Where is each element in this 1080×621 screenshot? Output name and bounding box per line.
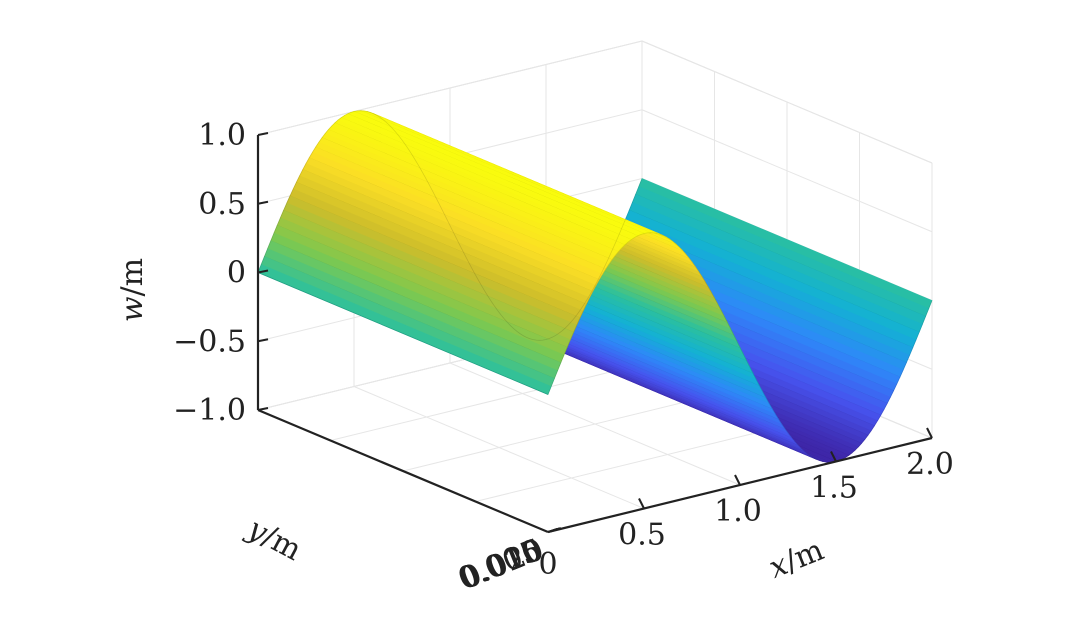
axis-lines — [256, 132, 933, 534]
y-tick-label: 0 — [538, 547, 557, 582]
z-tick-label: 0.5 — [198, 187, 246, 222]
z-tick-label: −0.5 — [173, 324, 246, 359]
z-tick-label: −1.0 — [173, 393, 246, 428]
x-axis-label: x/m — [764, 533, 829, 586]
x-tick-mark — [926, 427, 933, 439]
surface-back-edge — [257, 110, 643, 341]
grid-line-z-back — [257, 40, 643, 136]
surface-mesh — [257, 110, 933, 463]
y-tick-mark — [551, 527, 562, 533]
x-tick-label: 1.0 — [714, 494, 762, 529]
x-tick-label: 1.5 — [810, 471, 858, 506]
z-tick-mark — [257, 269, 269, 274]
z-tick-mark — [257, 407, 269, 411]
grid-line-z-side — [641, 109, 933, 233]
z-tick-mark — [257, 338, 269, 343]
x-tick-label: 2.0 — [906, 447, 954, 482]
z-tick-label: 0 — [227, 256, 246, 291]
x-tick-mark — [734, 474, 741, 486]
x-tick-mark — [638, 498, 645, 509]
z-tick-mark — [257, 132, 269, 136]
z-tick-label: 1.0 — [198, 118, 246, 153]
z-axis-label: w/m — [115, 258, 150, 322]
x-tick-label: 0.5 — [618, 518, 666, 553]
mesh-line — [257, 272, 549, 395]
surface-front-edge — [547, 232, 933, 463]
y-axis-line — [257, 408, 549, 534]
y-tick-label: 0.020 — [456, 532, 549, 597]
z-tick-mark — [257, 200, 269, 205]
y-axis-label: y/m — [240, 510, 307, 568]
grid-line-z-side — [641, 40, 933, 164]
x-tick-mark — [830, 451, 837, 462]
